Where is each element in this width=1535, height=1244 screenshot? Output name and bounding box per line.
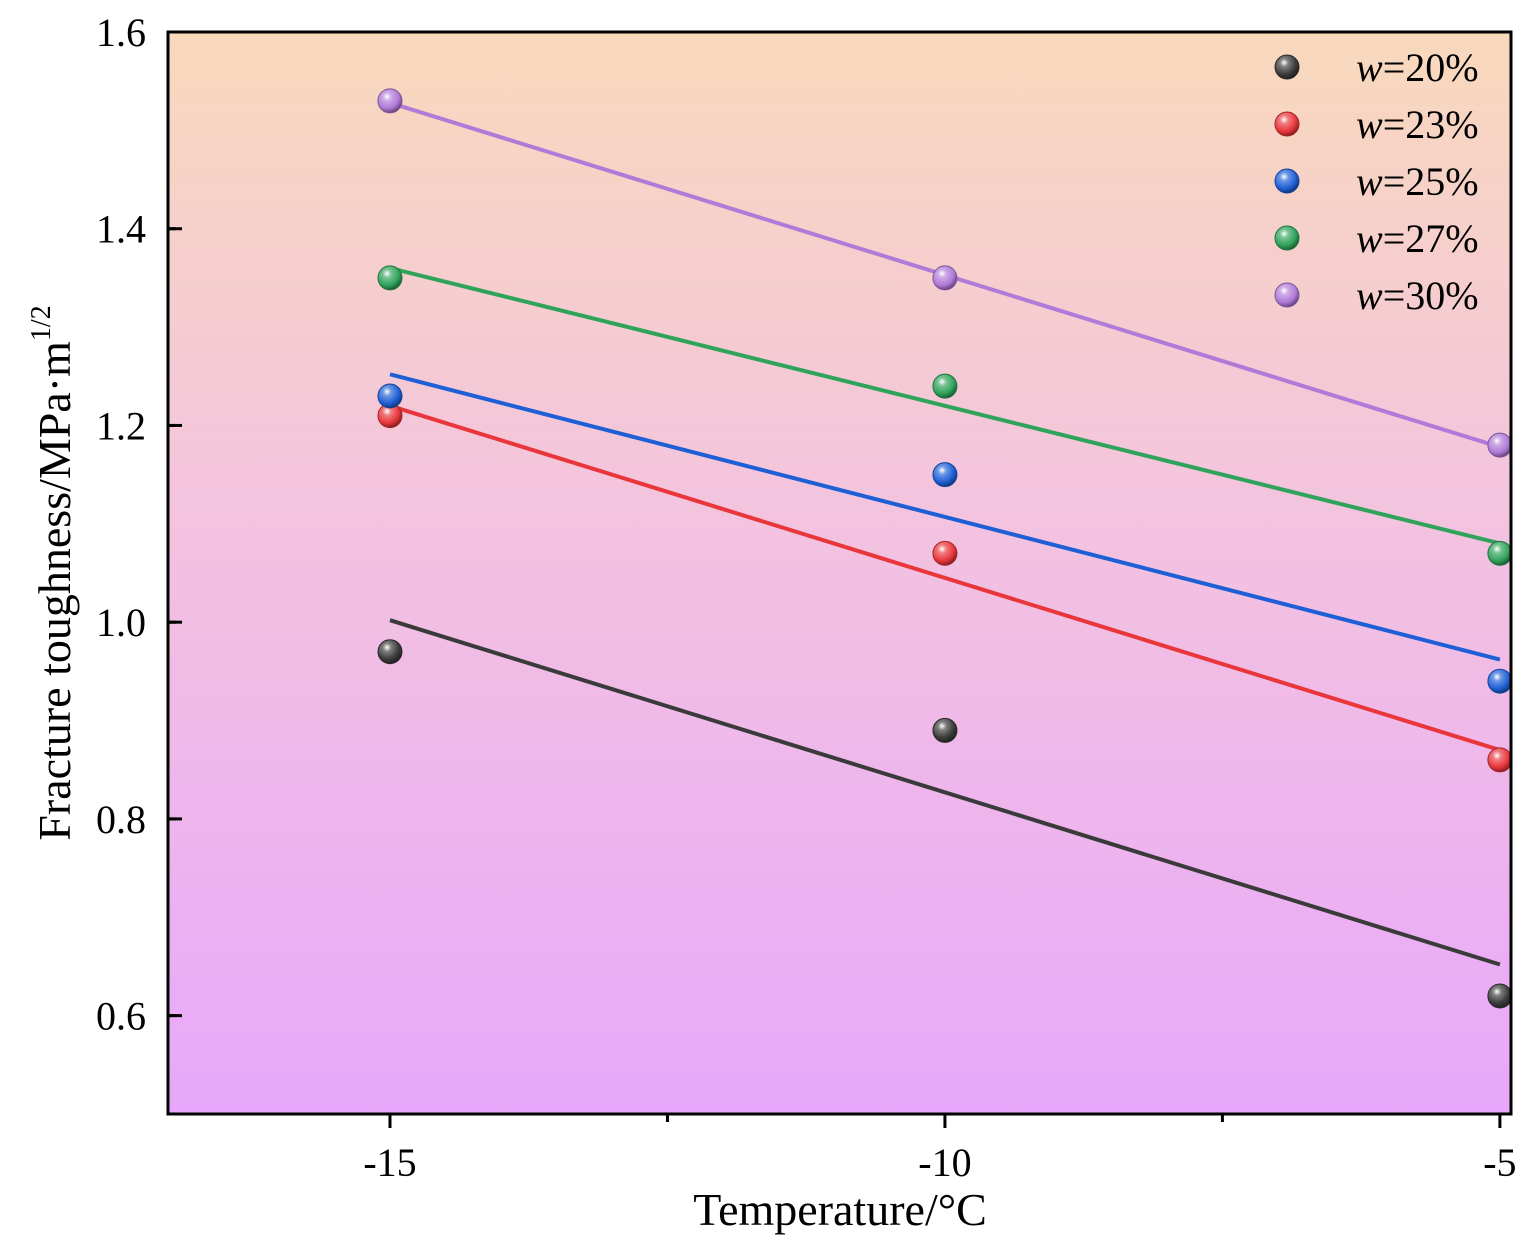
- legend-label-value: =27%: [1383, 216, 1479, 261]
- y-axis-title-main: Fracture toughness/MPa·m: [29, 341, 80, 841]
- y-tick-label: 1.2: [96, 403, 146, 448]
- legend-label-value: =30%: [1383, 273, 1479, 318]
- data-point: [932, 265, 958, 291]
- legend-marker: [1274, 168, 1300, 194]
- legend-marker: [1274, 225, 1300, 251]
- y-tick-label: 0.6: [96, 994, 146, 1039]
- y-axis-title-superscript: 1/2: [26, 305, 57, 341]
- x-tick-label: -5: [1483, 1140, 1516, 1185]
- data-point: [932, 717, 958, 743]
- data-point: [377, 88, 403, 114]
- data-points: [377, 88, 1513, 1009]
- x-axis: -15 -10 -5: [363, 1114, 1517, 1185]
- y-tick-label: 1.4: [96, 207, 146, 252]
- fit-line: [389, 403, 1501, 752]
- data-point: [932, 462, 958, 488]
- legend-label: w=25%: [1356, 159, 1479, 204]
- data-point: [1487, 983, 1513, 1009]
- data-point: [1487, 432, 1513, 458]
- legend-label: w=27%: [1356, 216, 1479, 261]
- data-point: [377, 639, 403, 665]
- data-point: [1487, 540, 1513, 566]
- fit-line: [389, 266, 1501, 546]
- legend-label-value: =25%: [1383, 159, 1479, 204]
- legend-label-variable: w: [1356, 45, 1383, 90]
- legend-label-value: =23%: [1383, 102, 1479, 147]
- plot-frame: [166, 30, 1513, 1116]
- legend-marker: [1274, 54, 1300, 80]
- plot-background: [168, 32, 1511, 1114]
- legend-label-variable: w: [1356, 216, 1383, 261]
- legend-label: w=23%: [1356, 102, 1479, 147]
- legend-label-variable: w: [1356, 159, 1383, 204]
- legend-label: w=20%: [1356, 45, 1479, 90]
- y-axis: 0.6 0.8 1.0 1.2 1.4 1.6: [96, 10, 182, 1039]
- legend: w=20%w=23%w=25%w=27%w=30%: [1274, 45, 1479, 318]
- data-point: [932, 540, 958, 566]
- data-point: [1487, 668, 1513, 694]
- x-tick-label: -15: [363, 1140, 416, 1185]
- fit-line: [389, 372, 1501, 662]
- y-tick-label: 1.6: [96, 10, 146, 55]
- data-point: [932, 373, 958, 399]
- x-tick-label: -10: [918, 1140, 971, 1185]
- legend-label-variable: w: [1356, 273, 1383, 318]
- legend-label-value: =20%: [1383, 45, 1479, 90]
- legend-label: w=30%: [1356, 273, 1479, 318]
- legend-marker: [1274, 282, 1300, 308]
- y-tick-label: 1.0: [96, 600, 146, 645]
- y-axis-title: Fracture toughness/MPa·m1/2: [26, 305, 80, 840]
- y-tick-label: 0.8: [96, 797, 146, 842]
- fit-line: [389, 618, 1501, 967]
- x-axis-title: Temperature/°C: [693, 1184, 987, 1235]
- legend-marker: [1274, 111, 1300, 137]
- legend-label-variable: w: [1356, 102, 1383, 147]
- data-point: [1487, 747, 1513, 773]
- data-point: [377, 383, 403, 409]
- data-point: [377, 265, 403, 291]
